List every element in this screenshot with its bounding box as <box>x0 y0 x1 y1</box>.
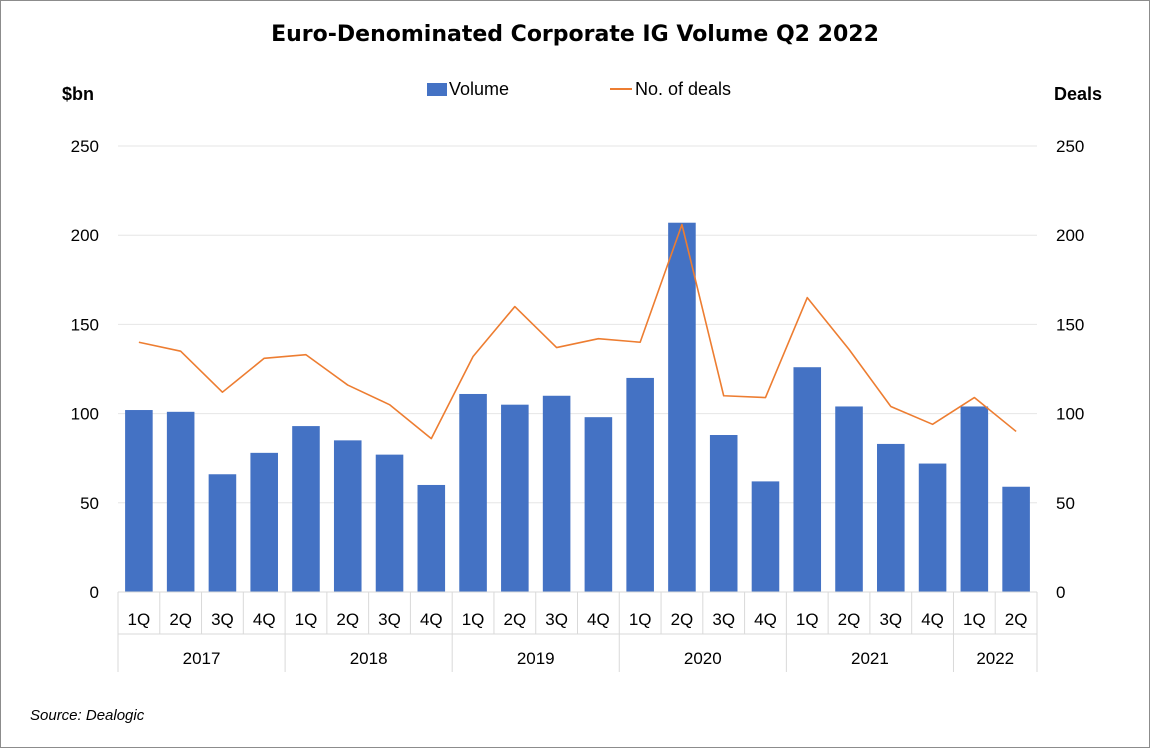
x-tick-label: 2Q <box>838 610 861 629</box>
legend-label-volume: Volume <box>449 79 509 99</box>
volume-bar <box>668 222 696 592</box>
volume-bar <box>417 484 446 592</box>
volume-bar <box>208 474 237 592</box>
x-tick-label: 1Q <box>629 610 652 629</box>
y-right-unit-label: Deals <box>1054 84 1102 104</box>
x-tick-label: 2Q <box>1005 610 1028 629</box>
y-right-tick-label: 250 <box>1056 137 1084 156</box>
legend-swatch-volume <box>427 83 447 96</box>
source-note: Source: Dealogic <box>30 707 145 724</box>
volume-bar <box>125 410 153 592</box>
volume-bar <box>375 454 404 592</box>
volume-bar <box>333 440 362 592</box>
category-axis: 1Q 2Q 3Q 4Q 1Q 2Q 3Q 4Q 1Q 2Q 3Q 4Q 1Q 2Q 3Q 4Q 1Q 2Q 3Q 4Q… <box>117 591 1038 672</box>
y-right-tick-label: 100 <box>1056 405 1084 424</box>
x-tick-label: 4Q <box>587 610 610 629</box>
volume-bar <box>166 411 195 592</box>
deals-line <box>138 223 1017 440</box>
x-group-label: 2022 <box>976 649 1014 668</box>
x-tick-label: 2Q <box>169 610 192 629</box>
legend: Volume No. of deals <box>427 79 731 99</box>
volume-bar <box>835 406 863 592</box>
volume-bar <box>751 481 780 592</box>
y-right-ticks: 0 50 100 150 200 250 <box>1056 137 1084 602</box>
volume-bar <box>960 406 989 592</box>
x-tick-label: 3Q <box>545 610 568 629</box>
x-tick-label: 4Q <box>921 610 944 629</box>
volume-bar <box>459 393 487 592</box>
x-tick-label: 1Q <box>963 610 986 629</box>
volume-bar <box>877 443 905 592</box>
y-left-tick-label: 0 <box>90 583 99 602</box>
x-tick-label: 3Q <box>712 610 735 629</box>
x-tick-label: 1Q <box>796 610 819 629</box>
y-left-tick-label: 100 <box>71 405 99 424</box>
y-left-unit-label: $bn <box>62 84 94 104</box>
volume-bars <box>125 222 1030 592</box>
volume-bar <box>292 426 320 592</box>
volume-bar <box>918 463 947 592</box>
y-left-ticks: 0 50 100 150 200 250 <box>71 137 99 602</box>
x-tick-label: 3Q <box>879 610 902 629</box>
x-tick-label: 4Q <box>420 610 443 629</box>
x-tick-label: 2Q <box>336 610 359 629</box>
y-left-tick-label: 50 <box>80 494 99 513</box>
chart-title: Euro-Denominated Corporate IG Volume Q2 … <box>271 22 879 47</box>
y-right-tick-label: 0 <box>1056 583 1065 602</box>
x-tick-label: 1Q <box>462 610 485 629</box>
volume-bar <box>584 417 613 592</box>
x-group-label: 2018 <box>350 649 388 668</box>
volume-bar <box>501 404 529 592</box>
x-tick-label: 4Q <box>253 610 276 629</box>
volume-bar <box>626 377 654 592</box>
x-group-label: 2017 <box>183 649 221 668</box>
deals-line-layer <box>138 223 1017 440</box>
volume-bar <box>793 367 822 592</box>
y-right-tick-label: 150 <box>1056 315 1084 334</box>
y-left-tick-label: 150 <box>71 315 99 334</box>
volume-bar <box>709 435 738 592</box>
x-tick-label: 2Q <box>503 610 526 629</box>
x-group-label: 2020 <box>684 649 722 668</box>
legend-label-deals: No. of deals <box>635 79 731 99</box>
y-left-tick-label: 250 <box>71 137 99 156</box>
x-group-label: 2021 <box>851 649 889 668</box>
x-tick-label: 4Q <box>754 610 777 629</box>
y-left-tick-label: 200 <box>71 226 99 245</box>
x-tick-label: 3Q <box>211 610 234 629</box>
x-tick-label: 1Q <box>128 610 151 629</box>
y-right-tick-label: 200 <box>1056 226 1084 245</box>
volume-bar <box>542 395 571 592</box>
x-tick-label: 3Q <box>378 610 401 629</box>
volume-bar <box>250 452 278 592</box>
x-tick-label: 2Q <box>671 610 694 629</box>
x-tick-label: 1Q <box>295 610 318 629</box>
volume-bar <box>1002 486 1030 592</box>
y-right-tick-label: 50 <box>1056 494 1075 513</box>
x-group-label: 2019 <box>517 649 555 668</box>
